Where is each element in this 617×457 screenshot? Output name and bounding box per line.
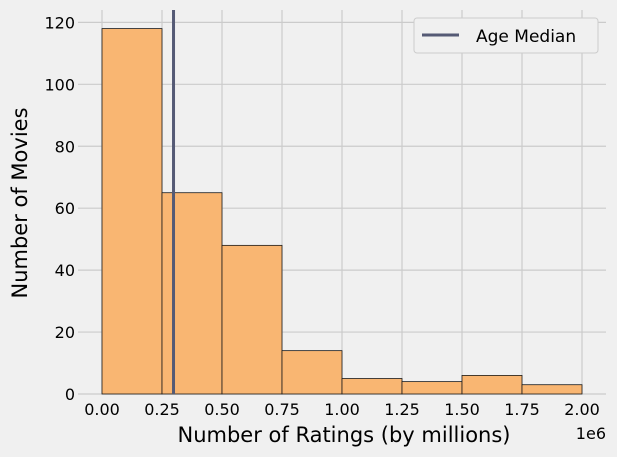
legend-median-label: Age Median <box>476 27 576 47</box>
histogram-bar <box>521 384 583 395</box>
x-tick-label: 0.25 <box>144 400 180 419</box>
histogram-bar <box>101 28 163 395</box>
histogram-bar <box>161 192 223 395</box>
x-tick-label: 1.75 <box>504 400 540 419</box>
legend: Age Median <box>413 17 599 54</box>
x-axis-offset-label: 1e6 <box>576 424 606 443</box>
x-tick-label: 1.00 <box>324 400 360 419</box>
y-tick-label: 0 <box>65 385 75 404</box>
histogram-bar <box>461 375 523 395</box>
x-tick-label: 1.25 <box>384 400 420 419</box>
y-tick-label: 60 <box>55 199 75 218</box>
x-tick-label: 0.75 <box>264 400 300 419</box>
histogram-bar <box>221 244 283 395</box>
histogram-bar <box>401 381 463 395</box>
x-tick-label: 2.00 <box>564 400 600 419</box>
y-tick-labels: 0 20 40 60 80 100 120 <box>44 13 75 404</box>
y-tick-label: 20 <box>55 323 75 342</box>
legend-box <box>413 17 599 54</box>
x-axis-title: Number of Ratings (by millions) <box>178 423 511 447</box>
x-tick-label: 1.50 <box>444 400 480 419</box>
histogram-bars <box>101 28 583 395</box>
histogram-bar <box>281 350 343 395</box>
y-tick-label: 100 <box>44 75 75 94</box>
y-axis-title: Number of Movies <box>8 107 32 298</box>
y-tick-label: 80 <box>55 137 75 156</box>
y-tick-label: 120 <box>44 13 75 32</box>
x-tick-labels: 0.00 0.25 0.50 0.75 1.00 1.25 1.50 1.75 2.00 <box>84 400 600 419</box>
histogram-bar <box>341 378 403 395</box>
x-tick-label: 0.50 <box>204 400 240 419</box>
y-tick-label: 40 <box>55 261 75 280</box>
x-tick-label: 0.00 <box>84 400 120 419</box>
